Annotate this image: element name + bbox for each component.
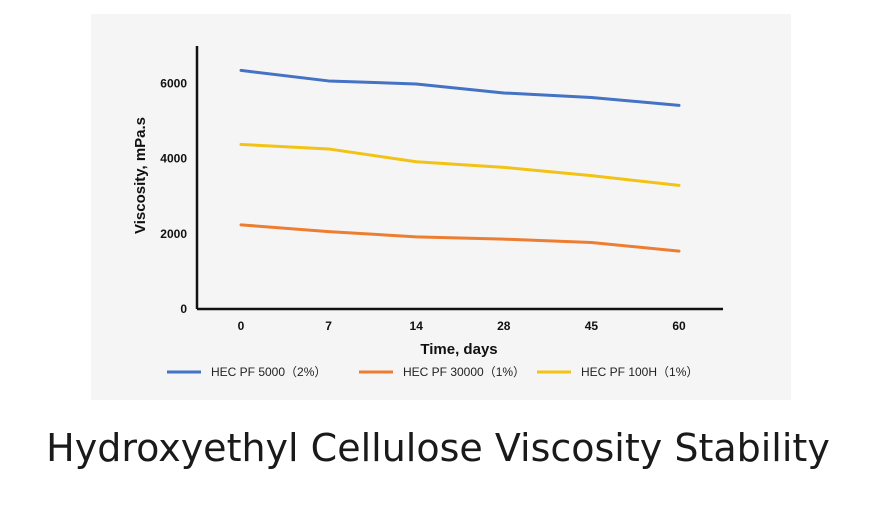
y-tick-label: 6000 — [160, 77, 187, 91]
legend-label: HEC PF 100H（1%） — [581, 365, 698, 379]
y-tick-label: 2000 — [160, 227, 187, 241]
legend-label: HEC PF 5000（2%） — [211, 365, 326, 379]
y-tick-label: 4000 — [160, 152, 187, 166]
x-tick-label: 7 — [325, 319, 332, 333]
series-line-3 — [239, 142, 681, 187]
y-tick-label: 0 — [180, 302, 187, 316]
x-tick-label: 0 — [238, 319, 245, 333]
series-line-1 — [239, 68, 681, 107]
series-line-2 — [239, 223, 681, 253]
chart-panel: 0 2000 4000 6000 0 7 14 28 45 60 Time, days Visc… — [91, 14, 791, 400]
page-caption: Hydroxyethyl Cellulose Viscosity Stabili… — [46, 426, 830, 470]
viscosity-line-chart: 0 2000 4000 6000 0 7 14 28 45 60 Time, days Visc… — [132, 46, 723, 379]
x-tick-label: 28 — [497, 319, 511, 333]
x-tick-label: 14 — [410, 319, 424, 333]
x-tick-label: 60 — [672, 319, 686, 333]
y-axis-title: Viscosity, mPa.s — [132, 117, 149, 234]
legend-label: HEC PF 30000（1%） — [403, 365, 525, 379]
x-tick-label: 45 — [585, 319, 599, 333]
legend: HEC PF 5000（2%） HEC PF 30000（1%） HEC PF 10… — [167, 365, 698, 379]
x-axis-title: Time, days — [420, 341, 497, 358]
